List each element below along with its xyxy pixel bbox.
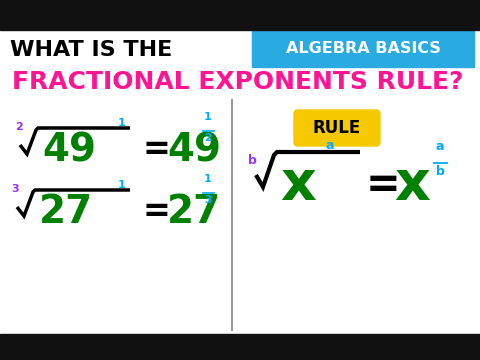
Text: 1: 1 — [118, 118, 126, 128]
Text: a: a — [436, 140, 444, 153]
Text: 49: 49 — [167, 131, 221, 169]
Text: 49: 49 — [42, 131, 96, 169]
Text: 1: 1 — [204, 112, 212, 122]
Text: 27: 27 — [167, 193, 221, 231]
Text: 3: 3 — [204, 195, 212, 205]
Text: x: x — [280, 158, 316, 212]
Text: b: b — [435, 165, 444, 178]
Text: WHAT IS THE: WHAT IS THE — [10, 40, 172, 60]
Bar — [0, 0, 480, 30]
Text: 2: 2 — [204, 133, 212, 143]
FancyBboxPatch shape — [294, 110, 380, 146]
Bar — [252, 30, 474, 67]
Text: b: b — [248, 154, 257, 167]
Bar — [0, 334, 480, 360]
Text: 3: 3 — [11, 184, 19, 194]
Text: RULE: RULE — [313, 119, 361, 137]
Text: =: = — [143, 134, 171, 166]
Text: x: x — [394, 158, 430, 212]
Text: FRACTIONAL EXPONENTS RULE?: FRACTIONAL EXPONENTS RULE? — [12, 70, 464, 94]
Text: 27: 27 — [39, 193, 93, 231]
Text: =: = — [143, 195, 171, 229]
Text: =: = — [366, 164, 401, 206]
Text: 2: 2 — [15, 122, 23, 132]
Text: 1: 1 — [204, 174, 212, 184]
Text: 1: 1 — [118, 180, 126, 190]
Text: a: a — [326, 139, 334, 152]
Text: ALGEBRA BASICS: ALGEBRA BASICS — [286, 41, 441, 56]
